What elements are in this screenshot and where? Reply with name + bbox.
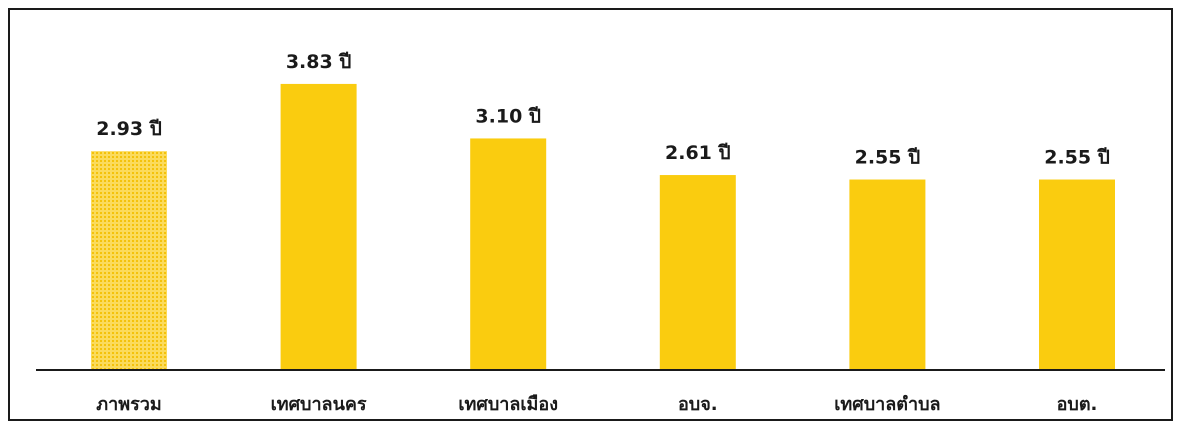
bar-4 [659, 175, 736, 370]
value-label-6: 2.55 ปี [1044, 147, 1110, 169]
chart-frame [8, 8, 1173, 421]
bar-1 [91, 151, 167, 370]
category-label-4: อบจ. [678, 394, 718, 415]
category-labels-group: ภาพรวม เทศบาลนคร เทศบาลเมือง อบจ. เทศบาลตำบล… [96, 394, 1097, 415]
category-label-1: ภาพรวม [96, 394, 161, 415]
category-label-6: อบต. [1057, 394, 1098, 415]
category-label-3: เทศบาลเมือง [458, 394, 558, 415]
value-label-3: 3.10 ปี [475, 105, 541, 127]
value-label-4: 2.61 ปี [665, 142, 731, 164]
bars-group [91, 83, 1115, 370]
value-label-2: 3.83 ปี [286, 51, 352, 73]
value-labels-group: 2.93 ปี 3.83 ปี 3.10 ปี 2.61 ปี 2.55 ปี 2.55 … [96, 51, 1110, 169]
category-label-2: เทศบาลนคร [271, 394, 367, 415]
value-label-1: 2.93 ปี [96, 118, 162, 140]
bar-5 [849, 179, 926, 370]
bar-3 [470, 138, 547, 370]
category-label-5: เทศบาลตำบล [834, 394, 940, 415]
bar-6 [1039, 179, 1115, 370]
value-label-5: 2.55 ปี [855, 147, 921, 169]
bar-2 [280, 83, 357, 370]
